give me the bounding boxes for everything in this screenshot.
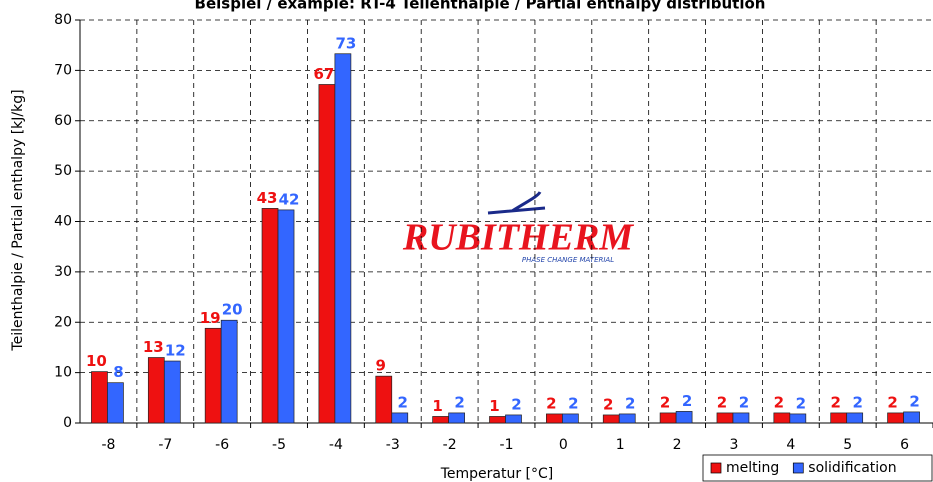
bar	[432, 416, 449, 424]
legend-swatch	[792, 462, 804, 474]
value-label: 2	[739, 393, 749, 411]
x-tick-label: -7	[158, 437, 172, 453]
x-tick-label: 0	[559, 437, 568, 453]
value-label: 9	[376, 357, 386, 375]
y-tick-label: 80	[54, 12, 72, 28]
bar	[716, 412, 734, 424]
x-tick-label: -4	[329, 437, 343, 453]
value-label: 19	[200, 309, 221, 327]
value-label: 2	[603, 395, 613, 413]
bar	[903, 411, 920, 424]
bar	[204, 327, 222, 424]
value-label: 2	[546, 394, 556, 412]
bar	[91, 371, 108, 424]
x-tick-label: -2	[443, 437, 457, 453]
x-axis-label: Temperatur [°C]	[440, 466, 554, 482]
bar	[391, 412, 409, 424]
bar	[107, 382, 124, 424]
y-tick-label: 60	[54, 113, 72, 129]
value-label: 43	[257, 189, 278, 207]
value-label: 20	[222, 301, 243, 319]
bar	[830, 412, 848, 424]
bar	[773, 412, 791, 424]
legend-label: solidification	[808, 460, 896, 476]
x-tick-label: 6	[900, 437, 909, 453]
bar	[618, 413, 636, 424]
bar	[846, 412, 864, 424]
value-label: 2	[717, 393, 727, 411]
bar	[318, 84, 336, 424]
bar	[675, 411, 693, 424]
value-label: 2	[625, 394, 635, 412]
x-tick-label: -6	[215, 437, 229, 453]
value-label: 1	[432, 397, 442, 415]
legend-box	[702, 454, 933, 482]
logo-subtitle: PHASE CHANGE MATERIAL	[522, 256, 614, 264]
y-tick-label: 30	[54, 264, 72, 280]
bar	[375, 375, 393, 424]
x-tick-label: -5	[272, 437, 286, 453]
bar	[602, 414, 620, 424]
value-label: 2	[852, 393, 862, 411]
value-label: 42	[279, 190, 300, 208]
bar	[277, 209, 295, 424]
chart-title: Beispiel / example: RT-4 Teilenthalpie /…	[195, 0, 766, 13]
value-label: 2	[511, 395, 521, 413]
x-tick-label: -3	[386, 437, 400, 453]
value-label: 2	[568, 394, 578, 412]
value-label: 2	[454, 393, 464, 411]
value-label: 73	[335, 34, 356, 52]
legend-swatch	[710, 462, 722, 474]
value-label: 2	[830, 393, 840, 411]
value-label: 8	[113, 363, 123, 381]
value-label: 13	[143, 338, 164, 356]
value-label: 2	[398, 393, 408, 411]
bar	[505, 414, 522, 424]
value-label: 10	[86, 352, 107, 370]
value-label: 2	[796, 394, 806, 412]
value-label: 2	[682, 392, 692, 410]
value-label: 12	[165, 342, 186, 360]
bar	[789, 413, 807, 424]
value-label: 1	[489, 397, 499, 415]
bar	[546, 413, 563, 424]
y-tick-label: 10	[54, 365, 72, 381]
bar	[334, 53, 352, 424]
bar	[261, 208, 279, 424]
x-tick-label: 4	[786, 437, 795, 453]
value-label: 67	[313, 65, 334, 83]
y-tick-label: 50	[54, 163, 72, 179]
bar	[147, 357, 165, 424]
bar	[220, 319, 238, 424]
x-tick-label: 2	[673, 437, 682, 453]
y-tick-label: 70	[54, 62, 72, 78]
bar	[562, 413, 579, 424]
bar	[887, 412, 904, 424]
value-label: 2	[909, 392, 919, 410]
x-tick-label: 5	[843, 437, 852, 453]
bar	[448, 412, 465, 424]
y-tick-label: 0	[63, 415, 72, 431]
legend-label: melting	[726, 460, 779, 476]
bar	[163, 360, 181, 424]
y-tick-label: 20	[54, 314, 72, 330]
x-tick-label: 1	[616, 437, 625, 453]
bar	[732, 412, 750, 424]
bar	[659, 412, 677, 424]
logo-mark	[487, 191, 546, 215]
value-label: 2	[774, 393, 784, 411]
y-tick-label: 40	[54, 214, 72, 230]
bar	[489, 416, 506, 424]
logo: RUBITHERM	[402, 217, 634, 259]
value-label: 2	[887, 393, 897, 411]
x-tick-label: -8	[101, 437, 115, 453]
value-label: 2	[660, 393, 670, 411]
x-tick-label: -1	[500, 437, 514, 453]
y-axis-label: Teilenthalpie / Partial enthalpy [kJ/kg]	[10, 89, 26, 351]
x-tick-label: 3	[730, 437, 739, 453]
